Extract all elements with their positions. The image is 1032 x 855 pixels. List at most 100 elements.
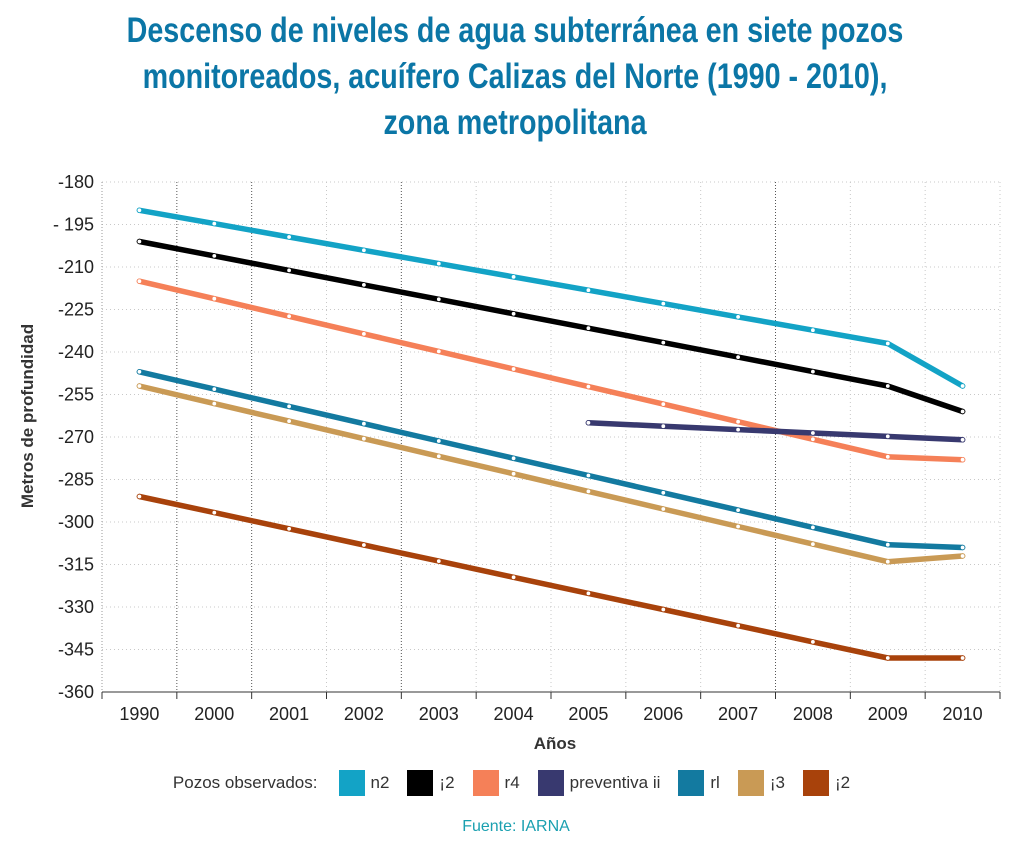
x-tick-label: 2004 xyxy=(494,704,534,724)
data-point xyxy=(211,296,217,302)
series-1 xyxy=(136,207,966,389)
data-point xyxy=(959,408,966,415)
series-lines xyxy=(136,207,966,661)
axes: -180 - 195 -210 -225 -240 -255 -270 -285 -300 -31… xyxy=(53,172,1001,724)
y-tick-label: -285 xyxy=(58,470,94,490)
x-tick-label: 2006 xyxy=(643,704,683,724)
data-point xyxy=(136,369,143,375)
data-point xyxy=(361,247,367,253)
data-point xyxy=(136,493,143,500)
y-tick-label: -180 xyxy=(58,172,94,192)
data-point xyxy=(286,267,292,274)
data-point xyxy=(810,541,816,547)
data-point xyxy=(211,253,217,259)
legend-item: ¡2 xyxy=(802,770,851,796)
data-point xyxy=(361,542,367,548)
x-tick-label: 2001 xyxy=(269,704,309,724)
data-point xyxy=(885,433,891,440)
legend-label: r4 xyxy=(504,773,520,792)
data-point xyxy=(810,524,816,531)
title-line-3: zona metropolitana xyxy=(383,103,647,142)
legend-label: ¡2 xyxy=(439,773,455,792)
legend-label: ¡2 xyxy=(834,773,851,792)
data-point xyxy=(510,455,517,461)
data-point xyxy=(810,368,816,375)
x-axis-title: Años xyxy=(534,734,577,753)
data-point xyxy=(660,423,666,429)
series-7 xyxy=(136,493,966,661)
data-point xyxy=(136,383,143,389)
legend: Pozos observados: n2 ¡2 r4 preventiva ii rl ¡… xyxy=(0,768,1032,798)
x-tick-label: 2005 xyxy=(568,704,608,724)
data-point xyxy=(436,453,442,459)
data-point xyxy=(735,426,741,433)
line-chart: -180 - 195 -210 -225 -240 -255 -270 -285 -300 -31… xyxy=(18,172,1001,753)
data-point xyxy=(585,472,592,479)
legend-swatch xyxy=(472,770,499,796)
legend-item: ¡3 xyxy=(737,770,785,796)
data-point xyxy=(810,327,816,333)
data-point xyxy=(810,639,816,645)
x-tick-label: 2007 xyxy=(718,704,758,724)
legend-item: n2 xyxy=(338,770,390,796)
series-4 xyxy=(585,420,966,443)
legend-swatch xyxy=(407,770,434,796)
data-point xyxy=(510,366,517,372)
data-point xyxy=(810,436,816,442)
y-axis-title: Metros de profundidad xyxy=(18,324,37,508)
legend-label: ¡3 xyxy=(769,773,785,792)
data-point xyxy=(585,383,592,390)
data-point xyxy=(436,438,442,444)
data-point xyxy=(959,544,966,551)
legend-title: Pozos observados: xyxy=(172,773,318,792)
data-point xyxy=(286,418,292,424)
title-line-2: monitoreados, acuífero Calizas del Norte… xyxy=(142,57,888,96)
x-tick-label: 2000 xyxy=(194,704,234,724)
data-point xyxy=(361,282,367,288)
legend-item: r4 xyxy=(472,770,520,796)
data-point xyxy=(136,207,143,213)
data-point xyxy=(361,421,367,427)
legend-item: ¡2 xyxy=(407,770,455,796)
legend-label: n2 xyxy=(370,773,390,792)
data-point xyxy=(510,471,517,477)
data-point xyxy=(585,420,592,426)
data-point xyxy=(585,488,592,495)
data-point xyxy=(735,507,741,513)
data-point xyxy=(136,278,143,284)
legend-label: preventiva ii xyxy=(569,773,661,792)
data-point xyxy=(660,506,666,512)
series-3 xyxy=(136,278,966,463)
data-point xyxy=(211,220,217,227)
data-point xyxy=(959,553,966,559)
data-point xyxy=(735,354,741,360)
data-point xyxy=(810,430,816,436)
data-point xyxy=(885,454,891,460)
legend-swatch xyxy=(338,770,365,796)
legend-swatch xyxy=(737,770,764,796)
data-point xyxy=(361,436,367,442)
data-point xyxy=(885,559,891,565)
data-point xyxy=(436,558,442,564)
y-tick-label: -345 xyxy=(58,640,94,660)
series-line xyxy=(585,420,966,443)
x-tick-label: 2009 xyxy=(868,704,908,724)
source-note: Fuente: IARNA xyxy=(462,818,570,835)
data-point xyxy=(885,383,891,389)
y-tick-label: -210 xyxy=(58,257,94,277)
y-tick-label: - 195 xyxy=(53,215,94,235)
chart-title: Descenso de niveles de agua subterránea … xyxy=(126,8,905,146)
data-point xyxy=(286,313,292,319)
y-tick-label: -315 xyxy=(58,555,94,575)
data-point xyxy=(510,311,517,317)
data-point xyxy=(510,574,517,580)
data-point xyxy=(735,419,741,425)
series-line xyxy=(136,493,966,661)
data-point xyxy=(660,401,666,407)
data-point xyxy=(735,523,741,530)
series-2 xyxy=(136,238,966,415)
legend-swatch xyxy=(802,770,829,796)
data-point xyxy=(211,509,217,516)
title-line-1: Descenso de niveles de agua subterránea … xyxy=(126,11,904,50)
data-point xyxy=(959,457,966,463)
